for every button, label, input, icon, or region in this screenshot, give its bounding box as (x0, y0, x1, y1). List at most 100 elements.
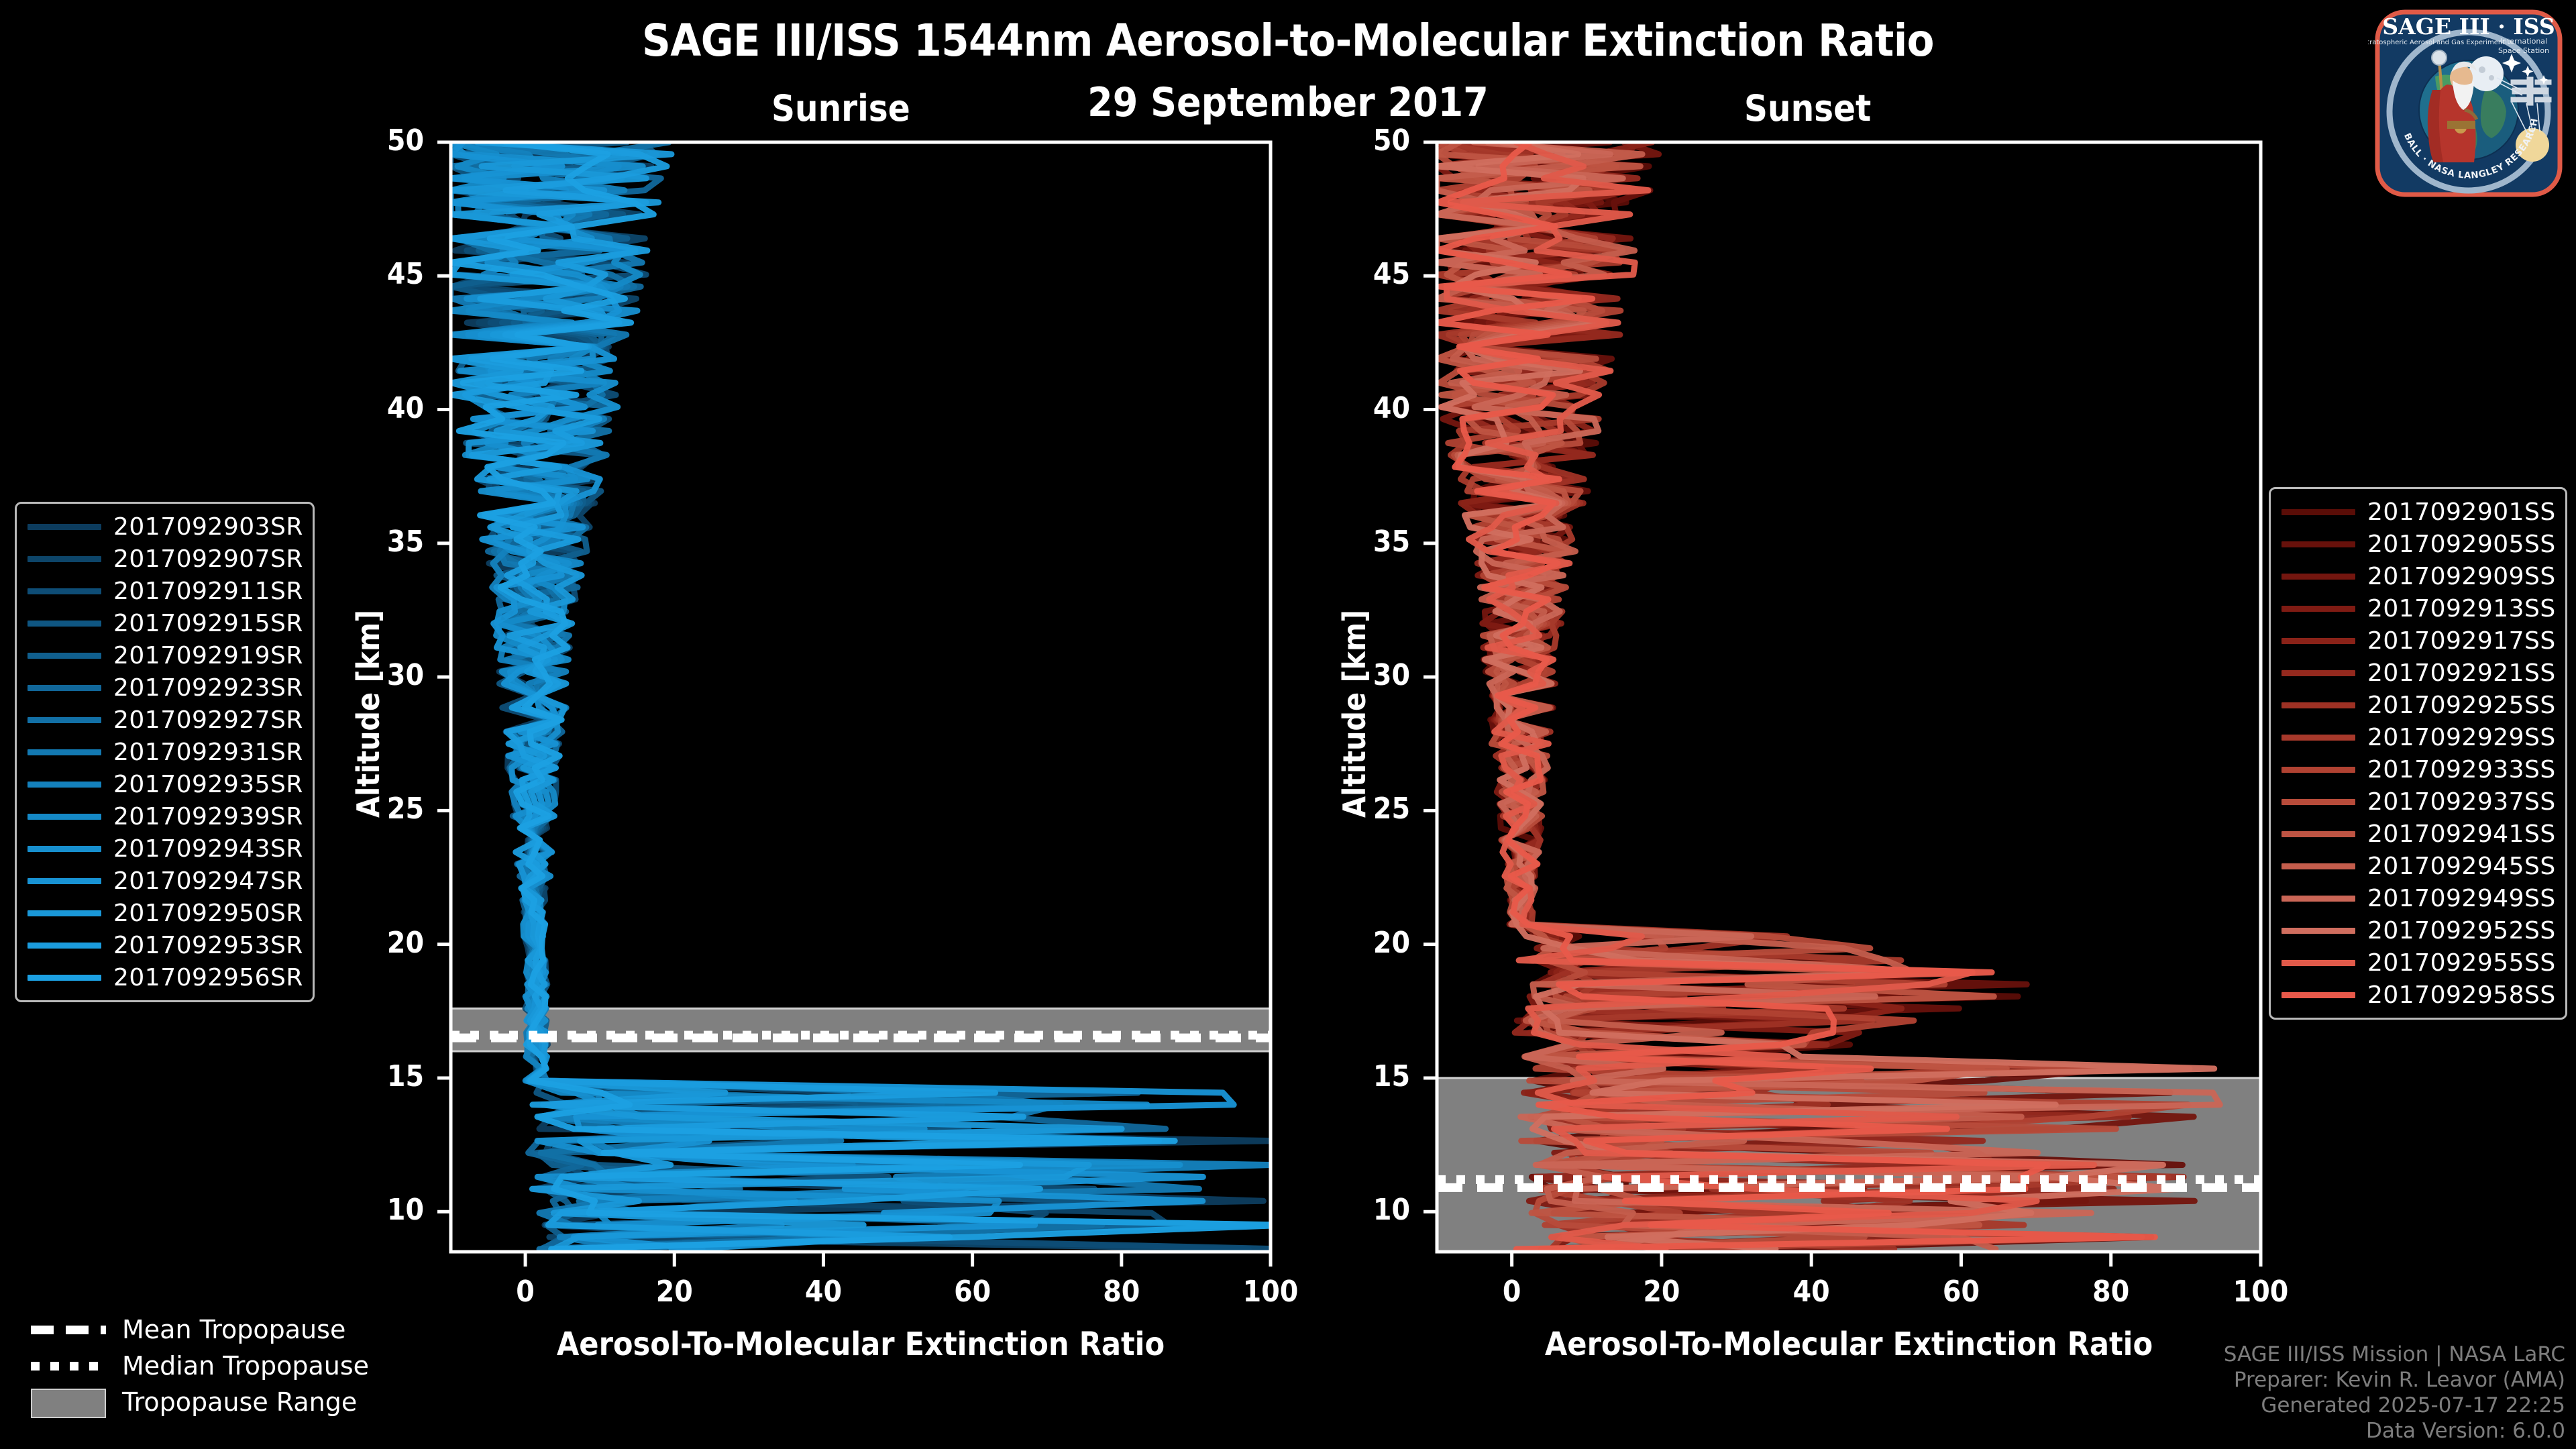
legend-color-swatch (28, 684, 101, 691)
y-tick-label: 25 (1373, 792, 1410, 826)
tropopause-range-band (449, 1007, 1272, 1053)
sunrise-legend-item[interactable]: 2017092943SR (17, 833, 303, 865)
y-axis-title: Altitude [km] (1336, 610, 1373, 818)
sunrise-legend-item[interactable]: 2017092950SR (17, 897, 303, 929)
legend-item-label: 2017092958SS (2367, 981, 2556, 1009)
legend-color-swatch (2282, 959, 2355, 966)
median-tropopause-label: Median Tropopause (122, 1351, 369, 1381)
y-tick-label: 45 (386, 257, 424, 292)
legend-item-label: 2017092923SR (113, 674, 303, 702)
legend-item-label: 2017092943SR (113, 835, 303, 863)
sunset-legend-item[interactable]: 2017092933SS (2271, 753, 2556, 786)
legend-color-swatch (28, 942, 101, 949)
sunset-legend-item[interactable]: 2017092909SS (2271, 560, 2556, 592)
sunrise-legend-item[interactable]: 2017092939SR (17, 800, 303, 833)
y-tick-label: 30 (1373, 658, 1410, 693)
y-axis-title: Altitude [km] (350, 610, 386, 818)
legend-item-label: 2017092919SR (113, 641, 303, 669)
sunrise-legend-item[interactable]: 2017092919SR (17, 639, 303, 672)
legend-color-swatch (2282, 863, 2355, 869)
sunrise-legend[interactable]: 2017092903SR 2017092907SR 2017092911SR 2017… (15, 502, 315, 1002)
sunrise-legend-item[interactable]: 2017092947SR (17, 865, 303, 897)
x-tick-label: 100 (1242, 1275, 1299, 1309)
sunset-legend-item[interactable]: 2017092921SS (2271, 657, 2556, 689)
legend-item-label: 2017092956SR (113, 963, 303, 991)
legend-item-label: 2017092947SR (113, 867, 303, 895)
x-tick-label: 20 (655, 1275, 693, 1309)
legend-item-label: 2017092901SS (2367, 498, 2556, 526)
legend-item-label: 2017092945SS (2367, 852, 2556, 880)
profile-line (1437, 142, 2158, 1252)
legend-color-swatch (28, 652, 101, 659)
sunrise-legend-item[interactable]: 2017092915SR (17, 607, 303, 639)
patch-subtitle-right-2: Space Station (2498, 46, 2549, 55)
sunset-legend-item[interactable]: 2017092937SS (2271, 786, 2556, 818)
legend-color-swatch (28, 781, 101, 788)
sunset-legend-item[interactable]: 2017092941SS (2271, 818, 2556, 850)
sunset-legend-item[interactable]: 2017092929SS (2271, 721, 2556, 753)
sunset-legend-item[interactable]: 2017092958SS (2271, 979, 2556, 1011)
legend-item-label: 2017092907SR (113, 545, 303, 573)
patch-subtitle-left: Stratospheric Aerosol and Gas Experiment… (2368, 39, 2513, 46)
y-tick-label: 40 (386, 390, 424, 425)
axes-frame (1435, 140, 2263, 1254)
page-title: SAGE III/ISS 1544nm Aerosol-to-Molecular… (642, 15, 1934, 66)
axes-frame (449, 140, 1273, 1254)
legend-tropopause-range: Tropopause Range (19, 1384, 369, 1420)
sunset-legend-item[interactable]: 2017092955SS (2271, 947, 2556, 979)
sunset-legend-item[interactable]: 2017092945SS (2271, 850, 2556, 882)
x-tick-label: 60 (1942, 1275, 1980, 1309)
sage-iii-iss-mission-patch-icon: BALL · NASA LANGLEY RESEARCH CENTER · TA… (2368, 9, 2563, 197)
legend-item-label: 2017092935SR (113, 770, 303, 798)
sunset-legend-item[interactable]: 2017092925SS (2271, 689, 2556, 721)
x-tick-label: 80 (1103, 1275, 1140, 1309)
y-tick-label: 35 (386, 524, 424, 559)
sunrise-legend-item[interactable]: 2017092911SR (17, 575, 303, 607)
sunset-legend[interactable]: 2017092901SS 2017092905SS 2017092909SS 2017… (2269, 487, 2567, 1020)
plot-panel-sunset (1424, 140, 2263, 1267)
legend-color-swatch (2282, 605, 2355, 612)
sunset-legend-item[interactable]: 2017092913SS (2271, 592, 2556, 625)
legend-color-swatch (28, 523, 101, 530)
sunset-legend-item[interactable]: 2017092952SS (2271, 914, 2556, 947)
legend-color-swatch (2282, 702, 2355, 708)
sunrise-legend-item[interactable]: 2017092953SR (17, 929, 303, 961)
legend-color-swatch (28, 845, 101, 852)
y-tick-label: 30 (386, 658, 424, 693)
sunrise-legend-item[interactable]: 2017092923SR (17, 672, 303, 704)
legend-item-label: 2017092925SS (2367, 691, 2556, 719)
y-tick-label: 15 (1373, 1059, 1410, 1093)
sunrise-legend-item[interactable]: 2017092956SR (17, 961, 303, 994)
profile-line (451, 142, 1271, 1252)
plot-panel-sunrise (437, 140, 1273, 1267)
sunset-legend-item[interactable]: 2017092949SS (2271, 882, 2556, 914)
credit-line-0: SAGE III/ISS Mission | NASA LaRC (2223, 1342, 2565, 1366)
profile-series-group (451, 142, 1271, 1252)
legend-color-swatch (28, 877, 101, 884)
profile-series-group (1437, 142, 2223, 1252)
sunrise-legend-item[interactable]: 2017092935SR (17, 768, 303, 800)
x-tick-label: 40 (804, 1275, 842, 1309)
sunrise-legend-item[interactable]: 2017092903SR (17, 511, 303, 543)
legend-color-swatch (28, 716, 101, 723)
sunrise-legend-item[interactable]: 2017092907SR (17, 543, 303, 575)
sunset-legend-item[interactable]: 2017092905SS (2271, 528, 2556, 560)
sunrise-legend-item[interactable]: 2017092931SR (17, 736, 303, 768)
x-tick-label: 60 (954, 1275, 991, 1309)
legend-item-label: 2017092913SS (2367, 594, 2556, 623)
legend-item-label: 2017092933SS (2367, 755, 2556, 784)
sunset-legend-item[interactable]: 2017092901SS (2271, 496, 2556, 528)
legend-color-swatch (2282, 669, 2355, 676)
credits-block: SAGE III/ISS Mission | NASA LaRC Prepare… (2224, 1342, 2565, 1444)
mean-tropopause-dash-icon (31, 1324, 106, 1335)
x-tick-label: 40 (1792, 1275, 1830, 1309)
legend-item-label: 2017092931SR (113, 738, 303, 766)
legend-color-swatch (2282, 895, 2355, 902)
y-tick-label: 35 (1373, 524, 1410, 559)
sunset-legend-item[interactable]: 2017092917SS (2271, 625, 2556, 657)
legend-item-label: 2017092955SS (2367, 949, 2556, 977)
x-tick-label: 20 (1643, 1275, 1680, 1309)
legend-color-swatch (2282, 830, 2355, 837)
sunrise-legend-item[interactable]: 2017092927SR (17, 704, 303, 736)
